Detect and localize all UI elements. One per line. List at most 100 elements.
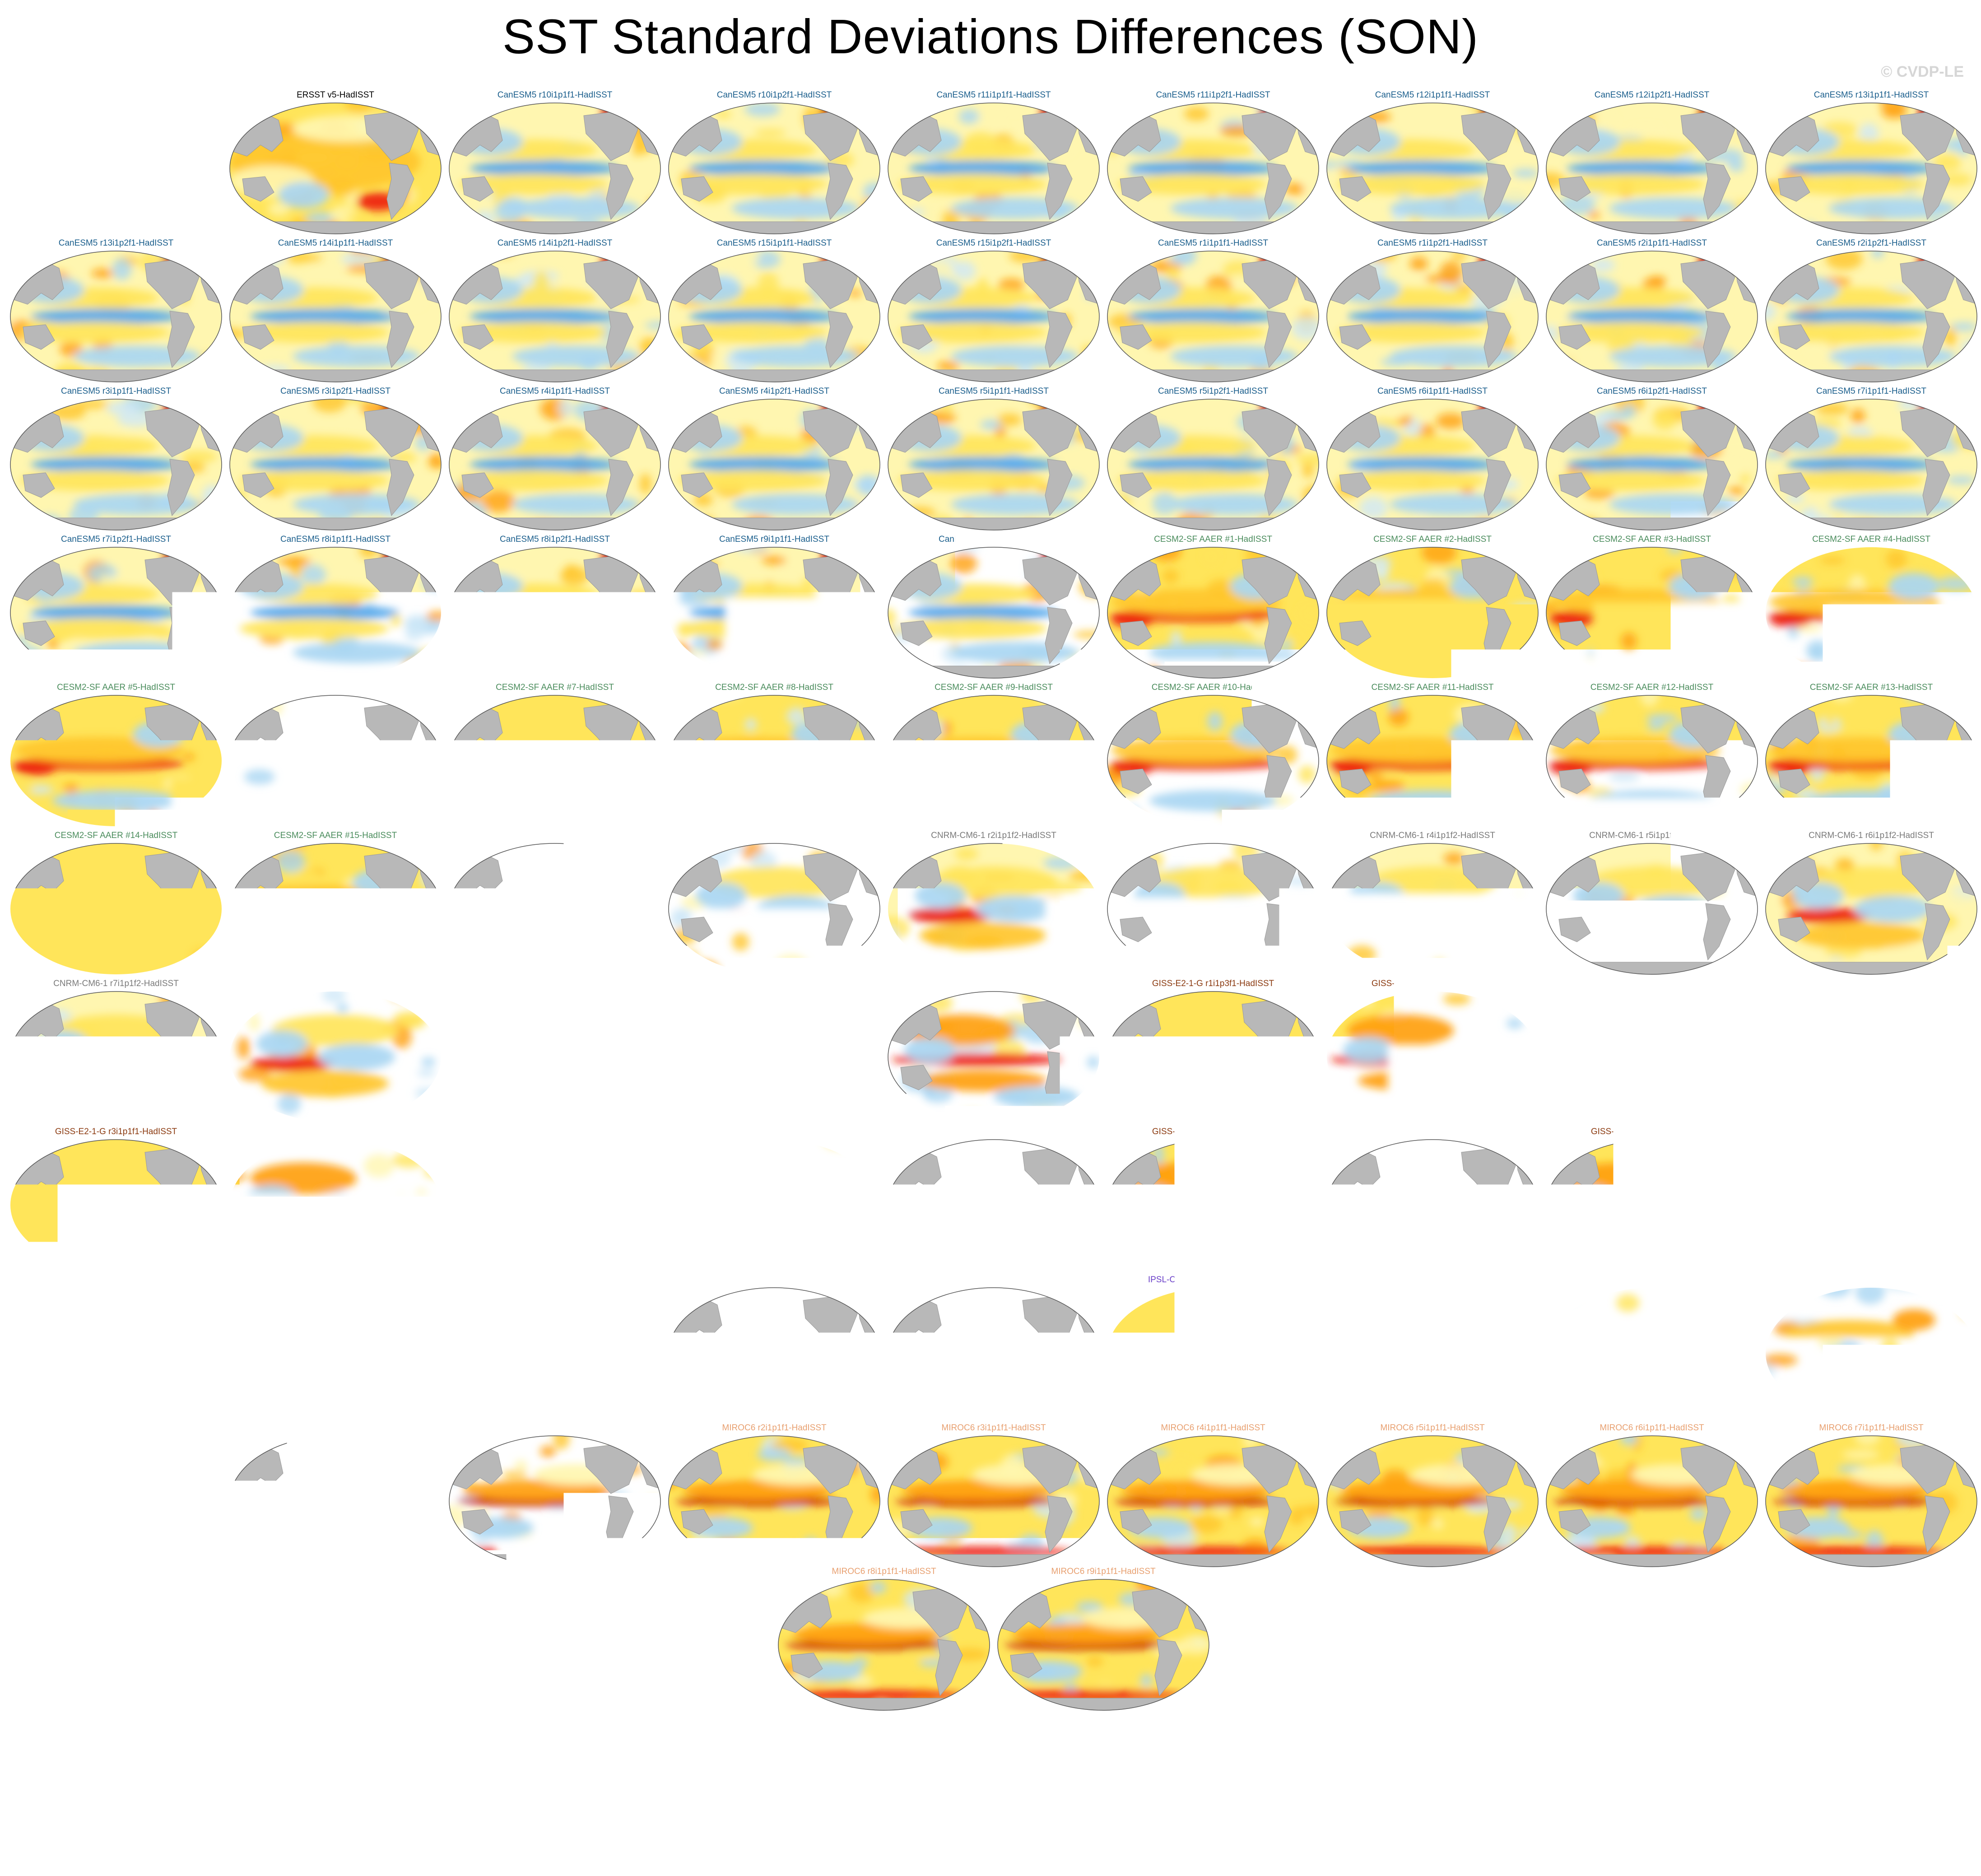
map-panel: CanESM5 r3i1p2f1-HadISST [226, 386, 445, 535]
panel-title: GISS-E2-1-G r5i1p1f1-HadISST [1309, 1127, 1556, 1137]
map-panel: CanESM5 r10i1p1f1-HadISST [445, 90, 665, 239]
sst-map [9, 1139, 223, 1271]
colorbar-units: C [978, 1829, 1002, 1867]
map-panel: CNRM-CM6-1 r4i1p1f2-HadISST [1323, 831, 1542, 980]
sst-map [1107, 843, 1320, 975]
map-panel: IPSL-CM6A-LR r10i1p1f1-HadISST [6, 1275, 226, 1424]
colorbar-cell [752, 1761, 812, 1790]
sst-map [1765, 250, 1978, 383]
sst-map [1545, 546, 1758, 679]
map-panel: MIROC6 r5i1p1f1-HadISST [1323, 1423, 1542, 1572]
map-panel: CESM2-SF AAER #12-HadISST [1542, 683, 1762, 832]
panel-title: CanESM5 r1i1p2f1-HadISST [1309, 238, 1556, 248]
sst-map [1326, 843, 1539, 975]
sst-map [448, 1139, 661, 1271]
panel-title: CNRM-CM6-1 r4i1p1f2-HadISST [1309, 831, 1556, 841]
colorbar-cell [1169, 1761, 1229, 1790]
map-panel: MIROC6 r4i1p1f1-HadISST [1103, 1423, 1323, 1572]
map-panel-grid: ERSST v5-HadISST CanESM5 r10i1p1f1-HadISS… [0, 0, 1981, 1738]
sst-map [9, 843, 223, 975]
sst-map [229, 1287, 442, 1420]
map-panel: CanESM5 r5i1p1f1-HadISST [884, 386, 1103, 535]
map-panel: CanESM5 r11i1p2f1-HadISST [1103, 90, 1323, 239]
colorbar [335, 1761, 1646, 1790]
colorbar-cell [1288, 1761, 1349, 1790]
sst-map [9, 1287, 223, 1420]
colorbar-cell [1229, 1761, 1289, 1790]
panel-title: CESM2-SF AAER #8-HadISST [651, 683, 897, 693]
panel-title: IPSL-CM6A-LR r10i1p1f1-HadISST [0, 1275, 239, 1285]
sst-map [9, 991, 223, 1123]
map-panel: CNRM-CM6-1 r9i1p1f2-HadISST [445, 979, 665, 1128]
sst-map [887, 694, 1100, 827]
sst-map [997, 1578, 1210, 1711]
panel-title: CanESM5 r4i1p1f1-HadISST [432, 386, 678, 396]
panel-title: GISS-E2-1-G r3i1p1f1-HadISST [0, 1127, 239, 1137]
colorbar-tick-label: -0.8 [487, 1799, 541, 1835]
colorbar-tick-label: -0.4 [725, 1799, 780, 1835]
map-panel: GISS-E2-1-G r1i1p1f1-HadISST [665, 979, 884, 1128]
colorbar-cell [1467, 1761, 1527, 1790]
sst-map [9, 250, 223, 383]
panel-title: CanESM5 r2i1p2f1-HadISST [1748, 238, 1981, 248]
panel-title: CNRM-CM6-1 r7i1p1f2-HadISST [0, 979, 239, 989]
sst-map [448, 546, 661, 679]
panel-title: GISS-E2-1-G r3i1p1f2-HadISST [212, 1127, 459, 1137]
sst-map [668, 1139, 881, 1271]
map-panel: MIROC6 r8i1p1f1-HadISST [774, 1567, 994, 1716]
sst-map [1765, 843, 1978, 975]
sst-map [448, 991, 661, 1123]
sst-map [1765, 398, 1978, 531]
sst-map [1545, 991, 1758, 1123]
map-panel: GISS-E2-1-G r3i1p1f2-HadISST [226, 1127, 445, 1276]
sst-map [1107, 250, 1320, 383]
sst-map [229, 1139, 442, 1271]
panel-title: CanESM5 r2i1p1f1-HadISST [1529, 238, 1775, 248]
panel-title: CanESM5 r3i1p2f1-HadISST [212, 386, 459, 396]
sst-map [668, 991, 881, 1123]
sst-map [1107, 1287, 1320, 1420]
map-panel: CanESM5 r4i1p2f1-HadISST [665, 386, 884, 535]
panel-title: CanESM5 r10i1p1f1-HadISST [432, 90, 678, 100]
map-panel: CESM2-SF AAER #3-HadISST [1542, 535, 1762, 684]
panel-title: CanESM5 r4i1p2f1-HadISST [651, 386, 897, 396]
map-panel: IPSL-CM6A-LR r3i1p1f1-HadISST [665, 1275, 884, 1424]
panel-title: CanESM5 r14i1p1f1-HadISST [212, 238, 459, 248]
sst-map [668, 1287, 881, 1420]
panel-title: IPSL-CM6A-LR r7i1p1f1-HadISST [1529, 1275, 1775, 1285]
sst-map [1545, 1139, 1758, 1271]
panel-title: CESM2-SF AAER #10-HadISST [1090, 683, 1336, 693]
panel-title: CESM2-SF AAER #6-HadISST [212, 683, 459, 693]
panel-title: CESM2-SF AAER #15-HadISST [212, 831, 459, 841]
sst-map [1107, 1139, 1320, 1271]
panel-title: CNRM-CM6-1 r5i1p1f2-HadISST [1529, 831, 1775, 841]
sst-map [1107, 102, 1320, 235]
sst-map [448, 1287, 661, 1420]
panel-title: CanESM5 r12i1p1f1-HadISST [1309, 90, 1556, 100]
panel-title: MIROC6 r1i1p1f1-HadISST [432, 1423, 678, 1433]
map-panel: GISS-E2-1-G r3i1p1f1-HadISST [6, 1127, 226, 1276]
panel-title: CanESM5 r6i1p1f1-HadISST [1309, 386, 1556, 396]
sst-map [1107, 991, 1320, 1123]
panel-title: MIROC6 r3i1p1f1-HadISST [870, 1423, 1117, 1433]
panel-title: CanESM5 r5i1p2f1-HadISST [1090, 386, 1336, 396]
map-panel: CanESM5 r9i1p2f1-HadISST [884, 535, 1103, 684]
sst-map [1107, 398, 1320, 531]
map-panel: MIROC6 r9i1p1f1-HadISST [994, 1567, 1213, 1716]
sst-map [1326, 991, 1539, 1123]
map-panel: CESM2-SF AAER #6-HadISST [226, 683, 445, 832]
sst-map [1765, 1435, 1978, 1568]
panel-title: CNRM-CM6-1 r6i1p1f2-HadISST [1748, 831, 1981, 841]
sst-map [1545, 1287, 1758, 1420]
map-panel: CanESM5 r7i1p2f1-HadISST [6, 535, 226, 684]
sst-map [229, 546, 442, 679]
panel-title: CNRM-CM6-1 r9i1p1f2-HadISST [432, 979, 678, 989]
panel-title: CESM2-SF AAER #9-HadISST [870, 683, 1117, 693]
panel-title: CanESM5 r12i1p2f1-HadISST [1529, 90, 1775, 100]
colorbar-cell [1348, 1761, 1408, 1790]
map-panel: CanESM5 r13i1p1f1-HadISST [1762, 90, 1981, 239]
map-panel: CanESM5 r11i1p1f1-HadISST [884, 90, 1103, 239]
map-panel: IPSL-CM6A-LR r7i1p1f1-HadISST [1542, 1275, 1762, 1424]
map-panel: GISS-E2-1-G r2i1p1f2-HadISST [1542, 979, 1762, 1128]
map-panel: CanESM5 r15i1p2f1-HadISST [884, 238, 1103, 387]
